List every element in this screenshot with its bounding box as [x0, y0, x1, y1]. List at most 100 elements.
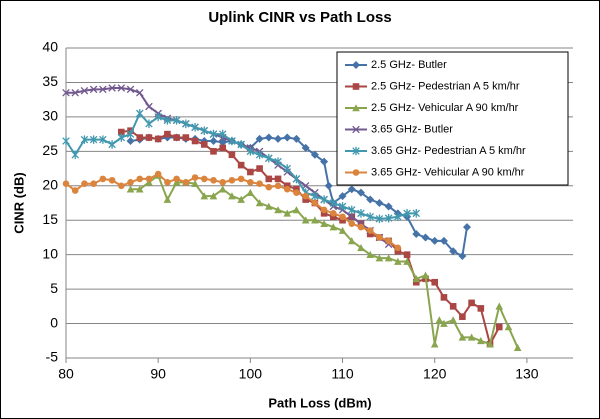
marker — [136, 134, 144, 141]
x-tick-label: 120 — [423, 366, 447, 382]
marker — [118, 182, 125, 190]
marker — [118, 128, 125, 136]
marker — [320, 219, 328, 227]
marker — [172, 116, 181, 125]
marker — [163, 116, 172, 125]
marker — [173, 134, 180, 141]
marker — [108, 176, 116, 184]
y-tick-label: 15 — [42, 211, 58, 227]
marker — [477, 336, 485, 345]
marker — [329, 198, 338, 208]
marker — [320, 206, 328, 214]
marker — [255, 199, 264, 207]
marker — [246, 188, 255, 196]
marker — [440, 294, 448, 301]
marker — [412, 274, 421, 283]
marker — [403, 257, 411, 265]
marker — [439, 236, 448, 245]
marker — [301, 143, 310, 152]
marker — [218, 129, 227, 139]
marker — [237, 195, 245, 203]
marker — [145, 119, 153, 129]
marker — [338, 192, 347, 201]
marker — [394, 257, 402, 265]
marker — [274, 157, 282, 166]
marker — [352, 169, 360, 176]
marker — [135, 109, 144, 118]
marker — [330, 210, 337, 217]
marker — [256, 180, 263, 188]
y-tick-label: 10 — [42, 245, 58, 261]
marker — [136, 175, 144, 183]
marker — [228, 151, 236, 159]
legend-label: 3.65 GHz- Pedestrian A 5 km/hr — [371, 145, 526, 157]
marker — [274, 206, 282, 214]
marker — [219, 179, 227, 186]
marker — [247, 168, 254, 176]
marker — [301, 216, 310, 224]
legend-label: 3.65 GHz- Vehicular A 90 km/hr — [371, 166, 525, 178]
marker — [486, 340, 494, 348]
marker — [311, 199, 319, 207]
marker — [163, 195, 172, 203]
y-axis-title: CINR (dB) — [11, 172, 26, 233]
marker — [283, 133, 292, 142]
marker — [99, 135, 107, 144]
marker — [375, 199, 384, 207]
marker — [320, 195, 328, 204]
marker — [403, 209, 411, 218]
marker — [210, 148, 217, 155]
legend-label: 3.65 GHz- Butler — [371, 123, 453, 135]
marker — [191, 122, 199, 132]
marker — [352, 104, 360, 112]
marker — [154, 135, 162, 143]
marker — [338, 202, 347, 211]
marker — [117, 84, 126, 92]
marker — [274, 182, 282, 190]
marker — [71, 150, 79, 160]
marker — [237, 175, 245, 183]
marker — [412, 209, 421, 218]
marker — [338, 226, 347, 234]
series-line — [66, 86, 390, 246]
marker — [495, 302, 504, 310]
y-tick-label: 40 — [42, 39, 58, 55]
marker — [412, 230, 421, 238]
marker — [80, 86, 89, 95]
marker — [135, 89, 144, 97]
x-tick-label: 90 — [150, 366, 166, 382]
marker — [311, 216, 319, 224]
marker — [209, 129, 218, 139]
marker — [366, 212, 374, 222]
y-tick-label: -5 — [46, 349, 59, 365]
marker — [191, 174, 199, 181]
marker — [356, 188, 365, 197]
marker — [347, 185, 356, 194]
marker — [126, 85, 135, 94]
marker — [449, 247, 458, 256]
y-tick-label: 25 — [42, 142, 58, 158]
marker — [228, 136, 236, 146]
marker — [292, 134, 301, 143]
legend: 2.5 GHz- Butler 2.5 GHz- Pedestrian A 5 k… — [336, 51, 569, 186]
marker — [200, 141, 208, 148]
marker — [449, 316, 457, 324]
marker — [89, 135, 98, 144]
marker — [430, 236, 439, 245]
marker — [283, 185, 291, 193]
marker — [283, 164, 291, 173]
marker — [200, 192, 209, 200]
marker — [182, 179, 190, 186]
legend-box — [336, 51, 569, 186]
marker — [246, 147, 255, 156]
legend-label: 2.5 GHz- Vehicular A 90 km/hr — [371, 102, 519, 114]
marker — [292, 206, 301, 214]
marker — [99, 85, 107, 94]
marker — [357, 209, 365, 218]
marker — [164, 130, 171, 138]
y-tick-label: 30 — [42, 108, 58, 124]
x-tick-label: 100 — [239, 366, 263, 382]
marker — [430, 340, 439, 348]
marker — [384, 202, 393, 211]
